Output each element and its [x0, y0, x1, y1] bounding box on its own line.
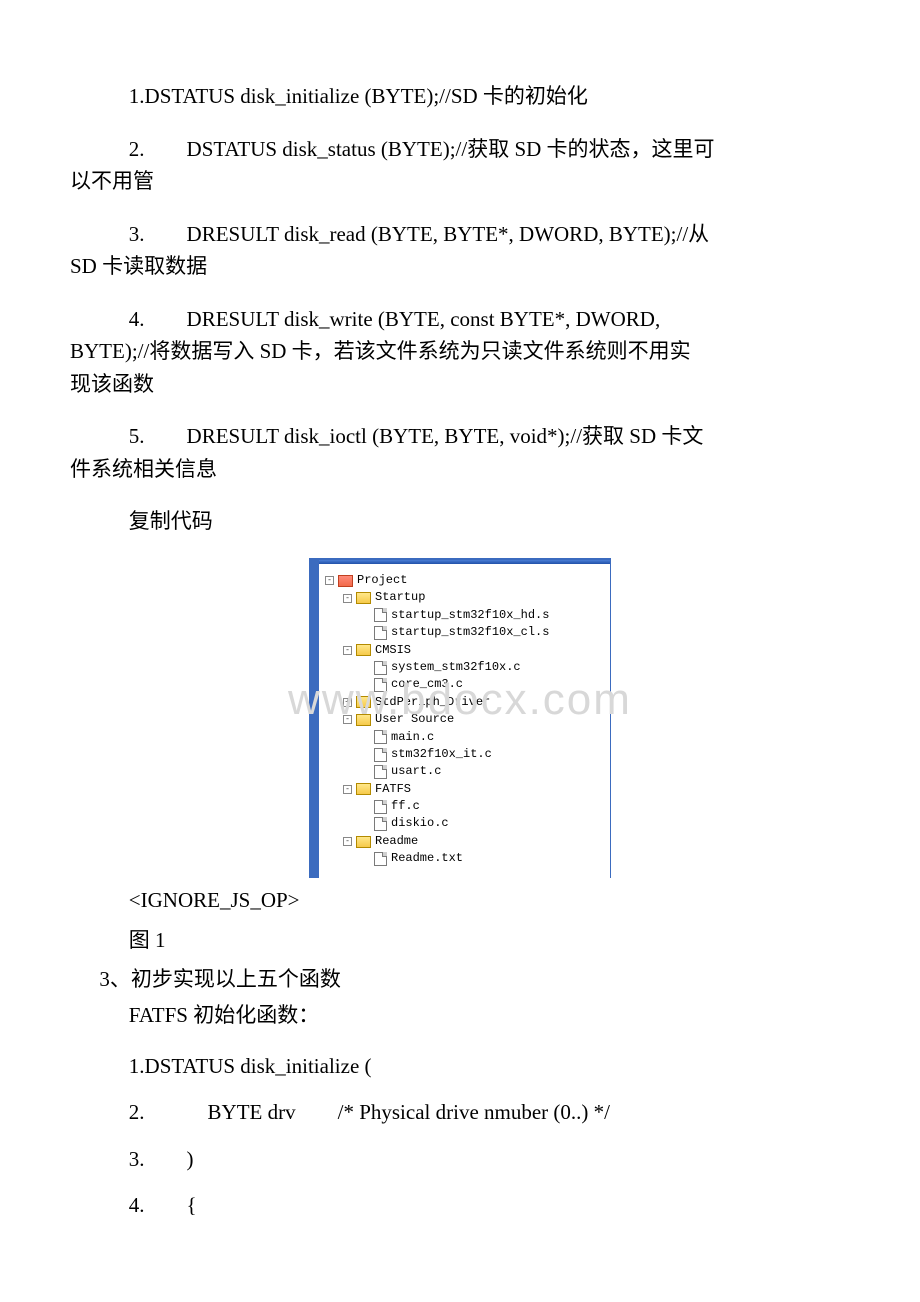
tree-item-label: stm32f10x_it.c: [391, 746, 492, 763]
tree-item-label: diskio.c: [391, 815, 449, 832]
tree-item-label: core_cm3.c: [391, 676, 463, 693]
tree-folder[interactable]: - FATFS: [325, 781, 604, 798]
ignore-js-op-text: <IGNORE_JS_OP>: [70, 884, 300, 917]
figure-1-caption: 图 1: [70, 924, 850, 957]
tree-item-label: startup_stm32f10x_cl.s: [391, 624, 549, 641]
collapse-icon[interactable]: -: [343, 646, 352, 655]
tree-item-label: User Source: [375, 711, 454, 728]
project-tree-figure: www.bdocx.com -Project-Startupstartup_st…: [70, 558, 850, 878]
tree-file[interactable]: startup_stm32f10x_hd.s: [325, 607, 604, 624]
file-icon: [374, 661, 387, 675]
section-3-title: 3、初步实现以上五个函数: [70, 963, 850, 996]
expand-icon[interactable]: +: [343, 698, 352, 707]
tree-item-label: system_stm32f10x.c: [391, 659, 521, 676]
file-icon: [374, 765, 387, 779]
paragraph-3-line1: 3. DRESULT disk_read (BYTE, BYTE*, DWORD…: [70, 218, 850, 251]
tree-file[interactable]: startup_stm32f10x_cl.s: [325, 624, 604, 641]
folder-icon: [356, 592, 371, 604]
tree-item-label: StdPeriph_Driver: [375, 694, 490, 711]
tree-file[interactable]: ff.c: [325, 798, 604, 815]
paragraph-5: 5. DRESULT disk_ioctl (BYTE, BYTE, void*…: [70, 420, 850, 485]
paragraph-5-line2: 件系统相关信息: [70, 453, 850, 486]
folder-icon: [356, 644, 371, 656]
file-icon: [374, 800, 387, 814]
tree-item-label: startup_stm32f10x_hd.s: [391, 607, 549, 624]
paragraph-2-line1: 2. DSTATUS disk_status (BYTE);//获取 SD 卡的…: [70, 133, 850, 166]
project-tree-panel: -Project-Startupstartup_stm32f10x_hd.sst…: [309, 558, 611, 878]
folder-icon: [356, 696, 371, 708]
file-icon: [374, 748, 387, 762]
tree-item-label: Readme.txt: [391, 850, 463, 867]
tree-file[interactable]: core_cm3.c: [325, 676, 604, 693]
collapse-icon[interactable]: -: [343, 837, 352, 846]
folder-icon: [356, 714, 371, 726]
tree-file[interactable]: main.c: [325, 729, 604, 746]
code-line-4: 4. {: [70, 1189, 850, 1222]
paragraph-4: 4. DRESULT disk_write (BYTE, const BYTE*…: [70, 303, 850, 401]
tree-item-label: Startup: [375, 589, 425, 606]
paragraph-1: 1.DSTATUS disk_initialize (BYTE);//SD 卡的…: [70, 80, 850, 113]
copy-code-label: 复制代码: [70, 505, 850, 538]
file-icon: [374, 852, 387, 866]
paragraph-4-line1: 4. DRESULT disk_write (BYTE, const BYTE*…: [70, 303, 850, 336]
paragraph-3: 3. DRESULT disk_read (BYTE, BYTE*, DWORD…: [70, 218, 850, 283]
tree-item-label: CMSIS: [375, 642, 411, 659]
file-icon: [374, 626, 387, 640]
code-line-3: 3. ): [70, 1143, 850, 1176]
tree-folder[interactable]: - CMSIS: [325, 642, 604, 659]
collapse-icon[interactable]: -: [343, 715, 352, 724]
tree-item-label: Project: [357, 572, 407, 589]
tree-folder[interactable]: - Project: [325, 572, 604, 589]
tree-file[interactable]: diskio.c: [325, 815, 604, 832]
collapse-icon[interactable]: -: [343, 785, 352, 794]
folder-icon: [356, 783, 371, 795]
tree-folder[interactable]: - Startup: [325, 589, 604, 606]
file-icon: [374, 817, 387, 831]
tree-item-label: usart.c: [391, 763, 441, 780]
code-line-2: 2. BYTE drv /* Physical drive nmuber (0.…: [70, 1096, 850, 1129]
tree-item-label: FATFS: [375, 781, 411, 798]
project-icon: [338, 575, 353, 587]
paragraph-2-line2: 以不用管: [70, 165, 850, 198]
collapse-icon[interactable]: -: [343, 594, 352, 603]
tree-file[interactable]: usart.c: [325, 763, 604, 780]
paragraph-4-line3: 现该函数: [70, 368, 850, 401]
paragraph-3-line2: SD 卡读取数据: [70, 250, 850, 283]
file-icon: [374, 678, 387, 692]
tree-folder[interactable]: - Readme: [325, 833, 604, 850]
code-line-1: 1.DSTATUS disk_initialize (: [70, 1050, 850, 1083]
folder-icon: [356, 836, 371, 848]
section-3-subtitle: FATFS 初始化函数：: [70, 999, 850, 1032]
tree-folder[interactable]: + StdPeriph_Driver: [325, 694, 604, 711]
tree-item-label: Readme: [375, 833, 418, 850]
tree-file[interactable]: stm32f10x_it.c: [325, 746, 604, 763]
tree-file[interactable]: Readme.txt: [325, 850, 604, 867]
tree-file[interactable]: system_stm32f10x.c: [325, 659, 604, 676]
collapse-icon[interactable]: -: [325, 576, 334, 585]
tree-folder[interactable]: - User Source: [325, 711, 604, 728]
file-icon: [374, 730, 387, 744]
tree-item-label: ff.c: [391, 798, 420, 815]
paragraph-4-line2: BYTE);//将数据写入 SD 卡，若该文件系统为只读文件系统则不用实: [70, 335, 850, 368]
paragraph-5-line1: 5. DRESULT disk_ioctl (BYTE, BYTE, void*…: [70, 420, 850, 453]
file-icon: [374, 608, 387, 622]
tree-item-label: main.c: [391, 729, 434, 746]
paragraph-2: 2. DSTATUS disk_status (BYTE);//获取 SD 卡的…: [70, 133, 850, 198]
